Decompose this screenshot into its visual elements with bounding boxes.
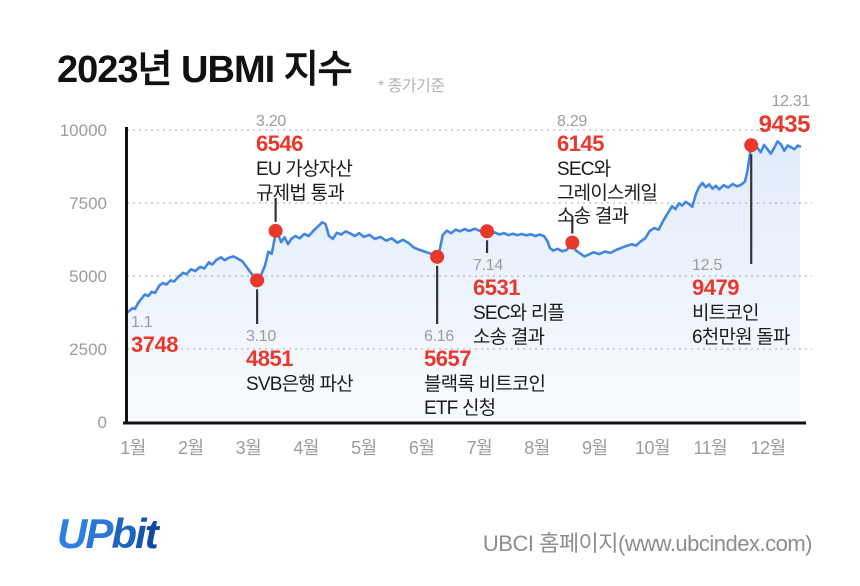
event-desc: 규제법 통과: [256, 182, 345, 204]
event-desc: 블랙록 비트코인: [424, 373, 546, 395]
event-annotation-grayscale-lawsuit: 8.29 6145 SEC와 그레이스케일 소송 결과: [557, 112, 658, 229]
event-value: 3748: [131, 332, 178, 358]
event-marker-dot: [565, 235, 580, 250]
event-date: 8.29: [557, 113, 587, 130]
x-axis-tick: 7월: [467, 438, 493, 458]
event-date: 7.14: [473, 257, 503, 274]
page-subtitle: * 종가기준: [378, 78, 445, 95]
event-desc: EU 가상자산: [256, 158, 353, 180]
event-annotation-dec31: 12.31 9435: [758, 92, 811, 140]
event-desc: 비트코인: [692, 302, 760, 324]
x-axis-tick: 11월: [693, 438, 727, 458]
event-marker-dot: [250, 273, 265, 288]
event-value: 9479: [692, 275, 739, 301]
x-axis-tick: 8월: [524, 438, 550, 458]
event-date: 12.5: [692, 257, 722, 274]
upbit-logo: UPbit: [57, 510, 159, 557]
event-annotation-blackrock-etf: 6.16 5657 블랙록 비트코인 ETF 신청: [424, 327, 546, 420]
event-desc: 그레이스케일: [557, 182, 658, 204]
x-axis-tick: 4월: [293, 438, 319, 458]
event-desc: SEC와: [557, 158, 611, 180]
event-value: 9435: [758, 111, 811, 139]
event-desc: 소송 결과: [557, 206, 629, 228]
event-value: 6145: [557, 131, 604, 157]
x-axis-tick: 2월: [178, 438, 204, 458]
event-value: 6531: [473, 275, 520, 301]
source-link-text: UBCI 홈페이지(www.ubcindex.com): [482, 531, 813, 556]
event-annotation-svb: 3.10 4851 SVB은행 파산: [246, 327, 354, 397]
y-axis-tick: 5000: [69, 267, 107, 286]
x-axis-tick: 1월: [120, 438, 146, 458]
x-axis-tick: 12월: [750, 438, 785, 458]
y-axis-tick: 2500: [69, 340, 107, 359]
event-marker-dot: [430, 249, 445, 264]
x-axis-tick: 6월: [409, 438, 435, 458]
event-desc: 6천만원 돌파: [692, 326, 790, 348]
x-axis-tick: 10월: [635, 438, 670, 458]
event-desc: SEC와 리플: [473, 302, 565, 324]
event-value: 6546: [256, 131, 303, 157]
y-axis-tick: 10000: [60, 121, 107, 140]
event-annotation-ripple-lawsuit: 7.14 6531 SEC와 리플 소송 결과: [473, 256, 565, 349]
event-date: 3.10: [246, 328, 276, 345]
y-axis-tick: 0: [98, 413, 107, 432]
event-date: 12.31: [771, 93, 810, 110]
page-title: 2023년 UBMI 지수: [57, 49, 353, 91]
event-desc: SVB은행 파산: [246, 373, 354, 395]
x-axis-tick: 3월: [236, 438, 262, 458]
index-line-series: [125, 140, 802, 314]
event-annotation-eu-regulation: 3.20 6546 EU 가상자산 규제법 통과: [256, 112, 353, 205]
event-marker-dot: [480, 224, 495, 239]
event-value: 4851: [246, 346, 293, 372]
event-desc: ETF 신청: [424, 397, 496, 419]
x-axis-tick: 5월: [351, 438, 377, 458]
event-date: 6.16: [424, 328, 454, 345]
event-marker-dot: [268, 223, 283, 238]
event-value: 5657: [424, 346, 471, 372]
event-date: 3.20: [256, 113, 286, 130]
event-desc: 소송 결과: [473, 326, 545, 348]
event-annotation-jan1: 1.1 3748: [131, 313, 178, 359]
event-marker-dot: [744, 138, 759, 153]
y-axis-tick: 7500: [69, 194, 107, 213]
event-date: 1.1: [131, 314, 153, 331]
event-annotation-btc-60m: 12.5 9479 비트코인 6천만원 돌파: [692, 256, 790, 349]
x-axis-tick: 9월: [582, 438, 608, 458]
